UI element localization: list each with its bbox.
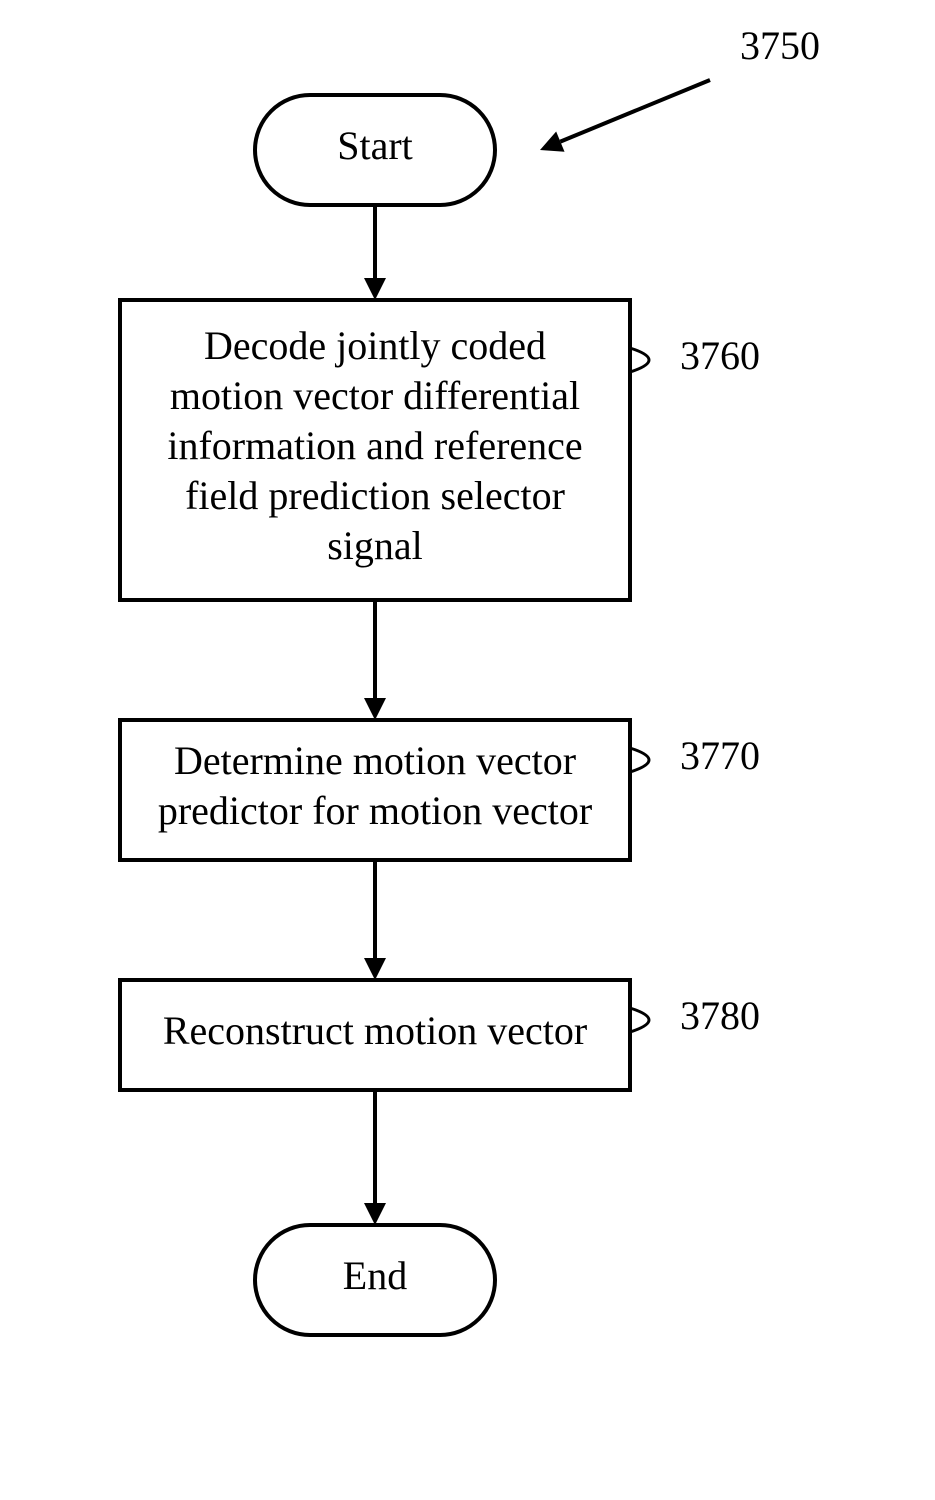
- decode-ref-label: 3760: [680, 333, 760, 378]
- svg-text:Decode jointly coded: Decode jointly coded: [204, 323, 546, 368]
- svg-text:signal: signal: [327, 523, 423, 568]
- svg-text:predictor for motion vector: predictor for motion vector: [158, 788, 592, 833]
- reconstruct-ref-label: 3780: [680, 993, 760, 1038]
- svg-text:field prediction selector: field prediction selector: [185, 473, 565, 518]
- svg-text:motion vector differential: motion vector differential: [170, 373, 580, 418]
- figure-ref-label: 3750: [740, 23, 820, 68]
- svg-text:End: End: [343, 1253, 407, 1298]
- svg-text:Reconstruct motion vector: Reconstruct motion vector: [163, 1008, 587, 1053]
- svg-text:information and reference: information and reference: [167, 423, 582, 468]
- svg-text:Determine motion vector: Determine motion vector: [174, 738, 576, 783]
- svg-text:Start: Start: [337, 123, 413, 168]
- determine-ref-label: 3770: [680, 733, 760, 778]
